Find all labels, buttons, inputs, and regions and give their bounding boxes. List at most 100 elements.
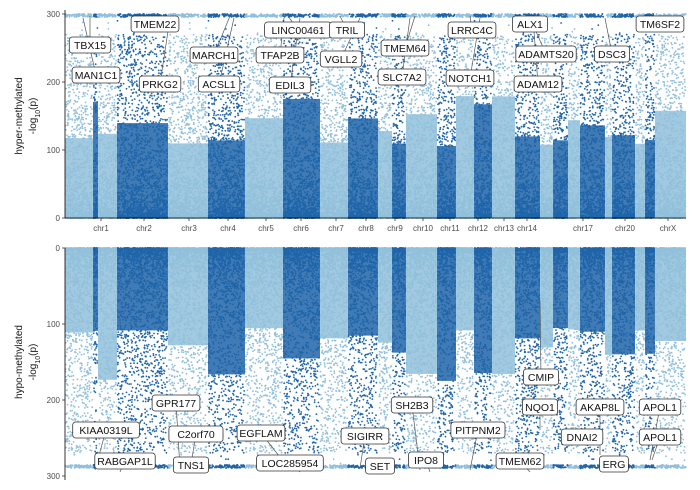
top-point <box>68 96 70 98</box>
top-point <box>91 97 93 99</box>
top-point <box>69 64 71 66</box>
top-point <box>124 114 126 116</box>
top-point <box>178 127 180 129</box>
top-point <box>83 92 85 94</box>
top-point <box>109 97 111 99</box>
top-point <box>89 57 91 59</box>
top-point <box>194 127 196 129</box>
top-point <box>178 141 180 143</box>
top-point <box>75 115 77 117</box>
top-point <box>73 84 75 86</box>
top-point <box>197 102 199 104</box>
top-point <box>119 90 121 92</box>
top-point <box>190 140 192 142</box>
top-point <box>186 123 188 125</box>
top-point <box>124 44 126 46</box>
top-point <box>112 16 114 18</box>
top-point <box>108 116 110 118</box>
top-point <box>151 68 153 70</box>
top-point <box>124 14 126 16</box>
top-point <box>89 13 91 15</box>
top-point <box>78 114 80 116</box>
top-point <box>104 121 106 123</box>
top-point <box>134 75 136 77</box>
top-point <box>68 87 70 89</box>
top-point <box>101 16 103 18</box>
top-point <box>65 71 67 73</box>
top-point <box>158 96 160 98</box>
top-point <box>138 104 140 106</box>
top-point <box>138 108 140 110</box>
top-point <box>195 72 197 74</box>
top-point <box>125 97 127 99</box>
top-point <box>85 118 87 120</box>
top-point <box>131 73 133 75</box>
top-point <box>134 98 136 100</box>
top-point <box>162 40 164 42</box>
top-point <box>80 60 82 62</box>
top-point <box>114 87 116 89</box>
top-point <box>66 15 68 17</box>
top-point <box>181 126 183 128</box>
top-point <box>90 106 92 108</box>
top-point <box>186 51 188 53</box>
top-point <box>163 36 165 38</box>
top-point <box>158 44 160 46</box>
top-point <box>149 62 151 64</box>
top-point <box>133 67 135 69</box>
top-point <box>121 72 123 74</box>
top-point <box>106 94 108 96</box>
top-point <box>194 68 196 70</box>
top-point <box>173 128 175 130</box>
top-point <box>65 88 67 90</box>
top-point <box>204 109 206 111</box>
top-point <box>150 95 152 97</box>
top-point <box>166 60 168 62</box>
top-point <box>113 124 115 126</box>
top-point <box>83 94 85 96</box>
top-point <box>74 100 76 102</box>
top-point <box>131 79 133 81</box>
top-point <box>191 119 193 121</box>
top-point <box>181 40 183 42</box>
top-point <box>186 139 188 141</box>
top-point <box>137 53 139 55</box>
top-point <box>108 102 110 104</box>
top-point <box>75 60 77 62</box>
top-point <box>131 99 133 101</box>
top-point <box>170 47 172 49</box>
top-point <box>119 62 121 64</box>
top-point <box>90 120 92 122</box>
top-point <box>133 83 135 85</box>
top-point <box>78 128 80 130</box>
top-point <box>68 91 70 93</box>
top-point <box>83 86 85 88</box>
top-point <box>85 102 87 104</box>
top-point <box>95 54 97 56</box>
top-point <box>202 130 204 132</box>
top-point <box>136 36 138 38</box>
top-point <box>77 60 79 62</box>
top-point <box>128 52 130 54</box>
top-point <box>173 137 175 139</box>
top-point <box>82 16 84 18</box>
top-point <box>88 64 90 66</box>
top-point <box>153 39 155 41</box>
top-point <box>120 77 122 79</box>
top-point <box>151 14 153 16</box>
top-point <box>134 115 136 117</box>
top-point <box>122 57 124 59</box>
top-point <box>200 40 202 42</box>
top-point <box>131 89 133 91</box>
top-point <box>85 114 87 116</box>
top-point <box>169 40 171 42</box>
top-point <box>96 55 98 57</box>
top-point <box>142 107 144 109</box>
top-point <box>141 113 143 115</box>
top-point <box>156 56 158 58</box>
top-point <box>101 102 103 104</box>
top-point <box>79 62 81 64</box>
top-point <box>156 61 158 63</box>
top-point <box>185 59 187 61</box>
top-point <box>67 69 69 71</box>
